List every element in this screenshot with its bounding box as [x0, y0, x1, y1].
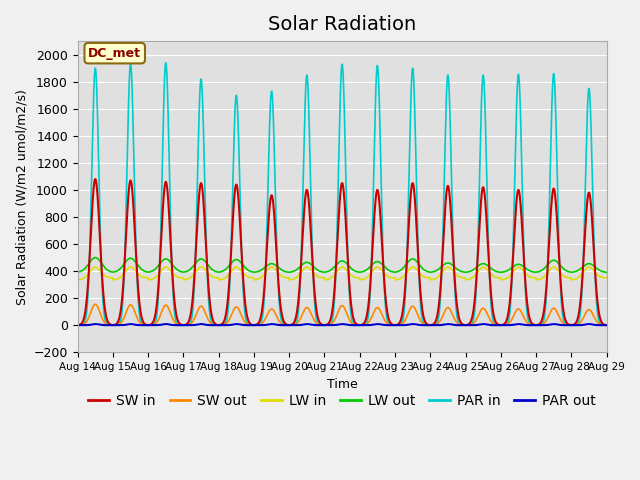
PAR in — [603, 322, 611, 328]
X-axis label: Time: Time — [327, 377, 358, 391]
PAR out — [496, 322, 504, 328]
SW in — [358, 322, 365, 328]
SW in — [369, 239, 377, 245]
LW in — [496, 275, 504, 281]
LW out — [603, 270, 611, 276]
LW in — [358, 277, 365, 283]
LW out — [92, 255, 99, 261]
LW in — [556, 270, 564, 276]
LW in — [571, 276, 579, 282]
PAR in — [571, 322, 579, 328]
PAR in — [74, 322, 81, 328]
LW in — [74, 277, 81, 283]
PAR out — [358, 322, 365, 328]
SW out — [74, 322, 81, 328]
SW in — [92, 176, 99, 182]
LW out — [556, 262, 564, 268]
SW out — [603, 322, 611, 328]
PAR in — [221, 321, 229, 326]
LW out — [74, 269, 81, 275]
LW out — [358, 269, 365, 275]
Line: PAR in: PAR in — [77, 63, 607, 325]
SW in — [496, 322, 504, 328]
SW out — [358, 322, 365, 328]
PAR in — [556, 273, 564, 278]
SW out — [556, 316, 564, 322]
PAR in — [162, 60, 170, 66]
Line: PAR out: PAR out — [77, 324, 607, 325]
PAR out — [92, 321, 99, 327]
PAR in — [358, 322, 365, 328]
Line: SW out: SW out — [77, 304, 607, 325]
PAR out — [571, 322, 579, 328]
SW in — [571, 321, 579, 327]
SW out — [369, 312, 377, 317]
PAR out — [603, 322, 611, 328]
SW in — [556, 270, 564, 276]
LW in — [221, 275, 229, 281]
SW out — [221, 321, 229, 327]
LW in — [232, 264, 240, 270]
SW in — [221, 314, 229, 320]
LW out — [496, 269, 504, 275]
LW in — [369, 268, 377, 274]
Title: Solar Radiation: Solar Radiation — [268, 15, 416, 34]
SW out — [92, 301, 99, 307]
SW out — [571, 322, 579, 328]
LW out — [571, 269, 579, 275]
Line: LW out: LW out — [77, 258, 607, 273]
PAR out — [74, 322, 81, 328]
SW out — [496, 322, 504, 328]
PAR out — [369, 322, 377, 327]
PAR in — [369, 208, 377, 214]
LW out — [369, 261, 377, 267]
Legend: SW in, SW out, LW in, LW out, PAR in, PAR out: SW in, SW out, LW in, LW out, PAR in, PA… — [83, 389, 602, 414]
SW in — [603, 322, 611, 328]
PAR in — [496, 322, 504, 328]
PAR out — [556, 322, 564, 328]
LW in — [603, 275, 611, 281]
SW in — [74, 322, 81, 328]
LW out — [221, 267, 229, 273]
Text: DC_met: DC_met — [88, 47, 141, 60]
PAR out — [221, 322, 229, 328]
Line: LW in: LW in — [77, 267, 607, 280]
Line: SW in: SW in — [77, 179, 607, 325]
Y-axis label: Solar Radiation (W/m2 umol/m2/s): Solar Radiation (W/m2 umol/m2/s) — [15, 89, 28, 305]
